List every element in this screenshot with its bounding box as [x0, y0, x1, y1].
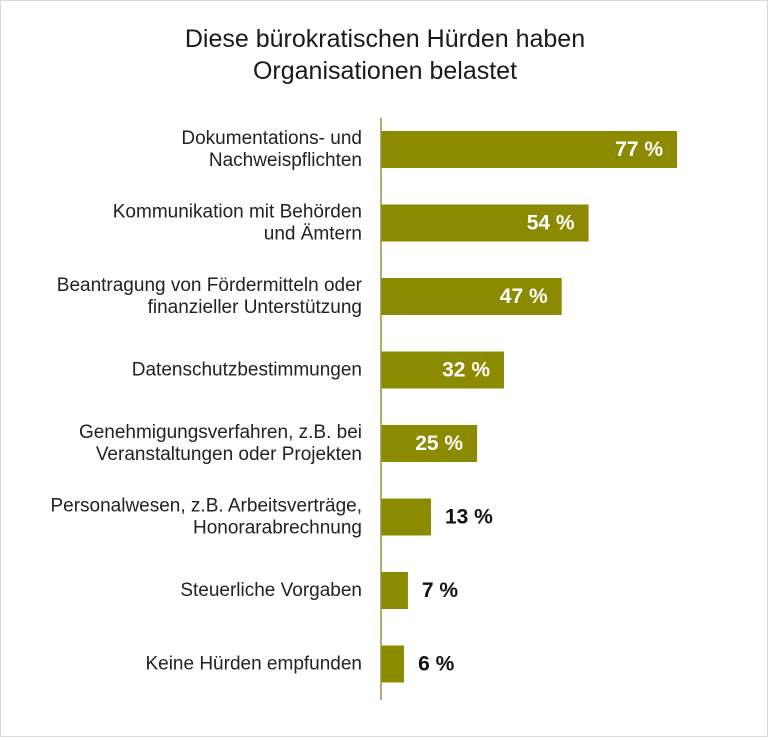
value-label-3: 32 %: [442, 359, 490, 382]
bar-1: [381, 204, 589, 242]
value-label-5: 13 %: [445, 506, 493, 529]
value-label-6: 7 %: [422, 579, 459, 602]
value-label-7: 6 %: [418, 653, 455, 676]
category-label-2-line-0: Beantragung von Fördermitteln oder: [57, 275, 363, 296]
category-label-1-line-0: Kommunikation mit Behörden: [113, 202, 362, 223]
category-label-4-line-1: Veranstaltungen oder Projekten: [96, 444, 362, 465]
bar-4: [381, 425, 478, 462]
value-label-1: 54 %: [527, 212, 575, 235]
category-label-2-line-1: finanzieller Unterstützung: [148, 297, 362, 318]
value-label-0: 77 %: [615, 138, 663, 161]
category-label-5-line-1: Honorarabrechnung: [193, 518, 362, 539]
category-label-3-line-0: Datenschutzbestimmungen: [132, 360, 362, 381]
chart-title: Diese bürokratischen Hürden haben Organi…: [1, 23, 768, 87]
category-label-5-line-0: Personalwesen, z.B. Arbeitsverträge,: [50, 496, 362, 517]
category-label-7-line-0: Keine Hürden empfunden: [145, 654, 362, 675]
category-label-0-line-0: Dokumentations- und: [181, 128, 362, 149]
value-label-2: 47 %: [500, 285, 548, 308]
bar-3: [381, 351, 505, 389]
bar-0: [381, 131, 677, 168]
chart-title-line-1: Diese bürokratischen Hürden haben: [184, 25, 586, 53]
chart-title-line-2: Organisationen belastet: [252, 57, 518, 85]
bar-5: [381, 498, 431, 536]
bar-7: [381, 645, 405, 683]
category-label-1-line-1: und Ämtern: [264, 224, 362, 245]
value-label-4: 25 %: [415, 432, 463, 455]
category-label-0-line-1: Nachweispflichten: [209, 150, 362, 171]
bar-2: [381, 278, 562, 315]
category-label-4-line-0: Genehmigungsverfahren, z.B. bei: [79, 422, 362, 443]
category-label-6-line-0: Steuerliche Vorgaben: [180, 580, 362, 601]
bar-6: [381, 572, 408, 609]
